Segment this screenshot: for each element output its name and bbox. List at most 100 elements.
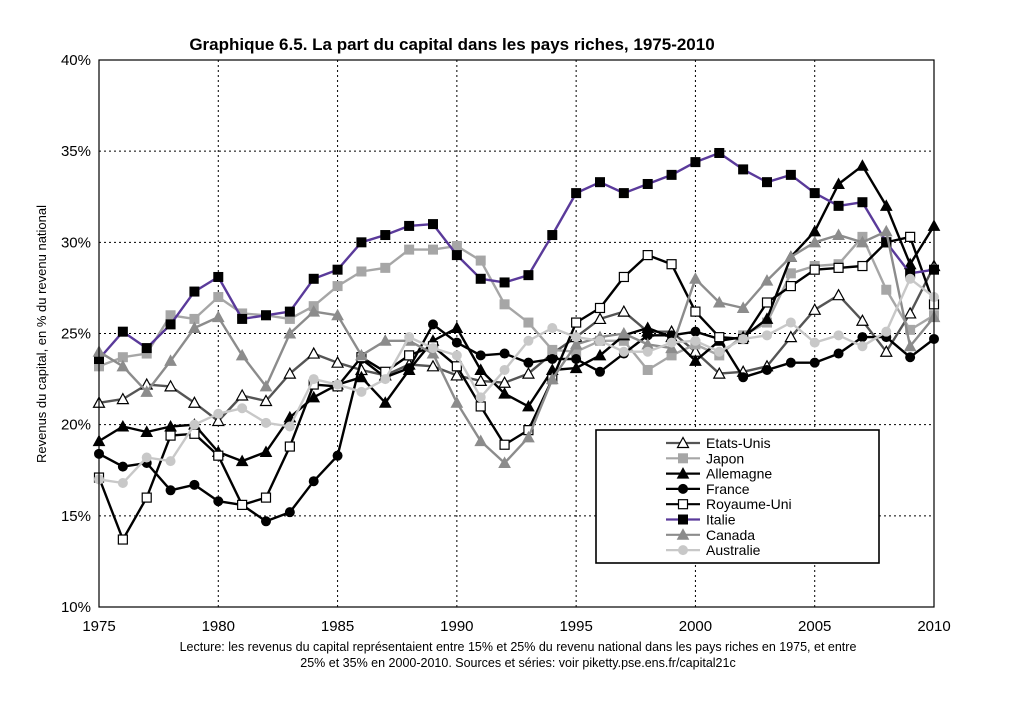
data-point	[762, 177, 772, 188]
data-point	[498, 456, 511, 468]
data-point	[785, 280, 796, 292]
data-point	[714, 332, 725, 343]
data-point	[428, 244, 438, 255]
data-point	[211, 414, 225, 427]
data-point	[331, 355, 345, 368]
data-point	[689, 272, 702, 284]
data-point	[547, 230, 558, 241]
data-point	[141, 452, 152, 463]
data-point	[760, 312, 774, 324]
data-point	[712, 295, 726, 308]
data-point	[164, 354, 177, 366]
data-point	[522, 399, 535, 412]
data-point	[761, 297, 773, 308]
data-point	[117, 326, 128, 337]
chart-title: Graphique 6.5. La part du capital dans l…	[189, 35, 714, 54]
data-point	[832, 228, 845, 241]
data-point	[857, 341, 868, 352]
data-point	[188, 321, 201, 334]
series-line	[98, 235, 935, 372]
data-point	[404, 244, 415, 255]
data-point	[523, 270, 534, 281]
data-point	[857, 332, 868, 343]
legend-item: Allemagne	[666, 466, 772, 482]
plot-frame	[98, 59, 935, 608]
data-point	[618, 271, 629, 283]
data-point	[642, 249, 653, 261]
data-point	[237, 403, 248, 414]
data-point	[856, 235, 869, 248]
data-point	[879, 224, 893, 237]
series-line	[98, 164, 936, 463]
data-point	[404, 220, 415, 231]
data-point	[881, 326, 892, 337]
data-point	[808, 235, 822, 248]
data-point	[879, 199, 893, 211]
note-line-1: Lecture: les revenus du capital représen…	[180, 640, 857, 654]
data-point	[378, 334, 392, 346]
series-group	[92, 147, 941, 545]
data-point	[141, 343, 152, 354]
data-point	[475, 392, 486, 403]
legend-marker	[676, 467, 690, 479]
data-point	[475, 255, 486, 266]
data-point	[689, 354, 702, 366]
legend-marker	[678, 545, 688, 556]
legend-label: Canada	[706, 527, 755, 543]
data-point	[666, 337, 677, 348]
data-point	[833, 262, 844, 273]
data-point	[523, 335, 534, 346]
data-point	[284, 507, 295, 518]
data-point	[331, 308, 344, 321]
data-point	[666, 169, 677, 180]
data-point	[332, 450, 343, 461]
data-point	[475, 401, 486, 412]
data-point	[474, 434, 488, 447]
data-point	[593, 312, 607, 325]
data-point	[116, 359, 130, 372]
data-point	[642, 364, 653, 375]
data-point	[189, 286, 200, 297]
data-point	[571, 317, 582, 328]
data-point	[642, 178, 653, 189]
data-point	[117, 461, 128, 472]
data-point	[594, 302, 606, 314]
data-point	[690, 157, 701, 168]
data-point	[832, 177, 845, 189]
legend-marker	[678, 514, 688, 525]
data-point	[380, 262, 391, 273]
data-point	[356, 237, 367, 248]
data-point	[618, 188, 629, 199]
data-point	[426, 359, 440, 372]
legend-marker	[676, 436, 690, 449]
data-point	[499, 277, 510, 288]
data-point	[165, 485, 176, 496]
data-point	[903, 306, 917, 319]
data-point	[450, 396, 464, 408]
data-point	[499, 348, 510, 359]
data-point	[642, 346, 653, 357]
data-point	[428, 219, 438, 230]
data-point	[213, 292, 224, 303]
data-point	[712, 366, 726, 379]
legend-marker	[678, 483, 688, 494]
data-point	[213, 496, 224, 507]
data-point	[856, 159, 869, 171]
data-point	[569, 337, 583, 350]
data-point	[569, 361, 583, 374]
data-point	[474, 374, 488, 387]
legend-item: Etats-Unis	[666, 435, 771, 451]
data-point	[428, 319, 438, 330]
data-point	[380, 230, 391, 241]
legend-label: France	[706, 481, 750, 497]
y-tick-label: 20%	[61, 417, 91, 434]
data-point	[808, 224, 822, 237]
legend-item: Royaume-Uni	[666, 496, 792, 512]
data-point	[785, 169, 796, 180]
data-point	[451, 361, 462, 372]
data-point	[189, 479, 200, 490]
data-point	[690, 326, 701, 337]
data-point	[785, 268, 796, 279]
data-point	[165, 456, 176, 467]
